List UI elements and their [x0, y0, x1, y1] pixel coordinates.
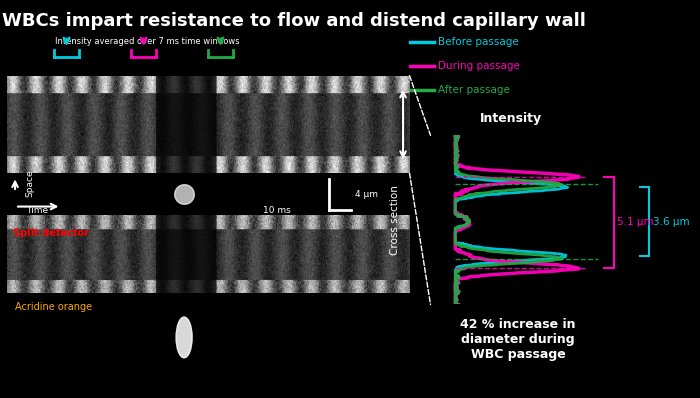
Text: 42 % increase in
diameter during
WBC passage: 42 % increase in diameter during WBC pas… — [461, 318, 575, 361]
Point — [178, 191, 190, 197]
Text: 5.1 μm: 5.1 μm — [617, 217, 654, 227]
Text: Cross section: Cross section — [390, 185, 400, 255]
Text: 10 ms: 10 ms — [262, 206, 290, 215]
Text: Before passage: Before passage — [438, 37, 518, 47]
Text: Intensity averaged over 7 ms time windows: Intensity averaged over 7 ms time window… — [55, 37, 239, 46]
Text: Space: Space — [25, 170, 34, 197]
Text: During passage: During passage — [438, 60, 519, 71]
Text: Split detector: Split detector — [13, 228, 90, 238]
Ellipse shape — [176, 317, 192, 358]
Text: 4 μm: 4 μm — [355, 190, 378, 199]
Text: After passage: After passage — [438, 84, 510, 95]
Text: Time: Time — [26, 206, 48, 215]
Text: 3.6 μm: 3.6 μm — [652, 217, 690, 226]
Text: Acridine orange: Acridine orange — [15, 302, 92, 312]
Text: WBCs impart resistance to flow and distend capillary wall: WBCs impart resistance to flow and diste… — [2, 12, 586, 30]
Text: Intensity: Intensity — [480, 112, 542, 125]
